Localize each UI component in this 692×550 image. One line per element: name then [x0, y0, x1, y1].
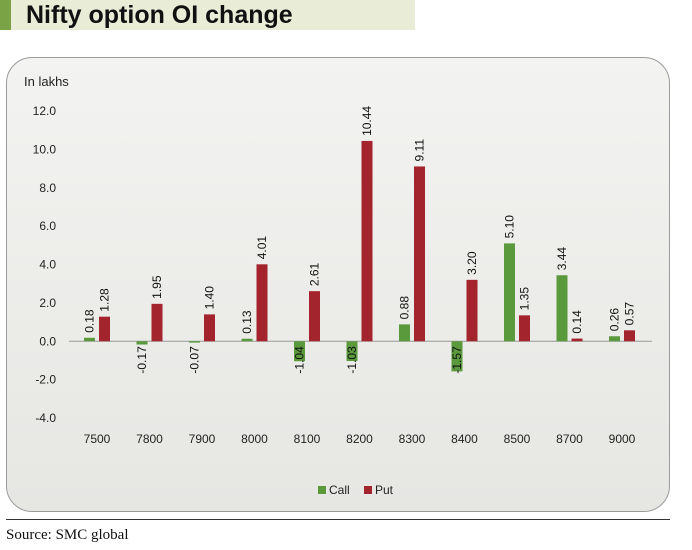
data-label-put-8000: 4.01 [255, 236, 269, 260]
data-label-call-8100: -1.04 [293, 346, 307, 374]
y-tick-label: 0.0 [39, 334, 56, 348]
bar-call-8300 [399, 324, 410, 342]
bar-call-7500 [84, 337, 95, 342]
bar-chart: In lakhs 12.0 10.0 8.0 6.0 4.0 2.0 0.0 -2.0 -4.0… [24, 74, 652, 497]
y-axis-ticks: 12.0 10.0 8.0 6.0 4.0 2.0 0.0 -2.0 -4.0 [33, 104, 57, 425]
chart-panel: In lakhs 12.0 10.0 8.0 6.0 4.0 2.0 0.0 -2.0 -4.0… [6, 57, 670, 512]
data-label-call-8700: 3.44 [555, 247, 569, 271]
data-label-call-7900: -0.07 [188, 346, 202, 374]
data-label-put-8300: 9.11 [413, 139, 427, 162]
data-label-call-8000: 0.13 [240, 310, 254, 334]
bar-put-7900 [204, 314, 215, 342]
source-note: Source: SMC global [6, 527, 129, 543]
bar-call-7800 [136, 341, 148, 345]
data-labels: 0.181.28 -0.17 1.95 -0.07 1.40 0.13 4.01 -1.04 2… [83, 106, 637, 374]
x-tick-label: 8200 [346, 432, 373, 446]
y-axis-unit-label: In lakhs [24, 74, 69, 89]
legend-swatch-call [318, 486, 326, 494]
data-label-put-8400: 3.20 [465, 251, 479, 275]
bar-put-7500 [99, 316, 110, 342]
data-label-put-8500: 1.35 [518, 287, 532, 311]
legend-label-call: Call [329, 483, 350, 497]
bar-call-8000 [241, 338, 253, 342]
x-tick-label: 8500 [504, 432, 531, 446]
bar-call-8700 [556, 275, 568, 342]
legend-label-put: Put [375, 483, 394, 497]
data-label-put-7900: 1.40 [203, 286, 217, 310]
data-label-put-7800: 1.95 [150, 275, 164, 299]
source-divider [6, 519, 670, 520]
bar-call-8500 [504, 243, 515, 342]
y-tick-label: 10.0 [33, 142, 57, 156]
bar-call-8100 [294, 341, 305, 362]
bar-put-8000 [256, 264, 268, 342]
bar-put-8700 [571, 338, 583, 342]
bar-call-8200 [346, 341, 358, 362]
data-label-put-8700: 0.14 [570, 310, 584, 334]
x-tick-label: 8300 [399, 432, 426, 446]
data-label-call-8300: 0.88 [398, 296, 412, 320]
title-banner: Nifty option OI change [0, 0, 415, 30]
y-tick-label: 4.0 [39, 258, 56, 272]
x-tick-label: 7500 [84, 432, 111, 446]
y-tick-label: 8.0 [39, 181, 56, 195]
y-tick-label: -2.0 [35, 373, 56, 387]
x-tick-label: 8000 [241, 432, 268, 446]
bar-put-8400 [466, 279, 478, 342]
data-label-call-8200: -1.03 [345, 346, 359, 374]
bar-put-8300 [414, 166, 425, 342]
y-tick-label: 2.0 [39, 296, 56, 310]
x-tick-label: 7900 [189, 432, 216, 446]
data-label-put-9000: 0.57 [623, 302, 637, 326]
bars [84, 140, 635, 372]
x-tick-label: 9000 [609, 432, 636, 446]
bar-put-8200 [361, 140, 373, 342]
chart-title: Nifty option OI change [26, 1, 293, 29]
data-label-put-8200: 10.44 [360, 106, 374, 136]
bar-put-8100 [309, 291, 320, 342]
bar-call-8400 [451, 341, 463, 372]
legend-swatch-put [364, 486, 372, 494]
data-label-call-8400: -1.57 [450, 346, 464, 374]
data-label-put-8100: 2.61 [308, 262, 322, 286]
bar-put-7800 [151, 303, 163, 342]
data-label-call-7500: 0.18 [83, 309, 97, 333]
x-tick-label: 8100 [294, 432, 321, 446]
bar-put-9000 [624, 330, 635, 342]
data-label-call-7800: -0.17 [135, 346, 149, 374]
x-tick-label: 8700 [556, 432, 583, 446]
y-tick-label: 12.0 [33, 104, 57, 118]
data-label-call-8500: 5.10 [503, 215, 517, 239]
data-label-call-9000: 0.26 [608, 308, 622, 332]
y-tick-label: -4.0 [35, 411, 56, 425]
data-label-put-7500: 1.28 [98, 288, 112, 312]
bar-call-9000 [609, 336, 620, 342]
x-tick-label: 8400 [451, 432, 478, 446]
legend: Call Put [318, 483, 394, 497]
bar-call-7900 [189, 341, 200, 343]
x-tick-label: 7800 [136, 432, 163, 446]
y-tick-label: 6.0 [39, 219, 56, 233]
bar-put-8500 [519, 315, 530, 342]
x-axis-ticks: 7500 7800 7900 8000 8100 8200 8300 8400 8500 8700… [84, 432, 636, 446]
title-accent-bar [0, 0, 11, 30]
